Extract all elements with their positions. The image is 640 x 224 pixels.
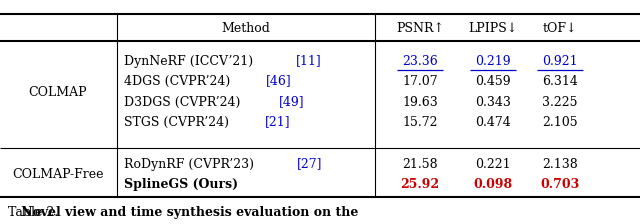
Text: 0.474: 0.474 (475, 116, 511, 129)
Text: [49]: [49] (279, 95, 305, 108)
Text: PSNR↑: PSNR↑ (396, 22, 444, 34)
Text: Method: Method (221, 22, 271, 34)
Text: 2.105: 2.105 (542, 116, 578, 129)
Text: [21]: [21] (265, 116, 291, 129)
Text: 0.221: 0.221 (475, 157, 511, 170)
Text: 0.098: 0.098 (474, 177, 513, 190)
Text: [11]: [11] (296, 54, 321, 67)
Text: STGS (CVPR’24): STGS (CVPR’24) (124, 116, 233, 129)
Text: LPIPS↓: LPIPS↓ (468, 22, 518, 34)
Text: 15.72: 15.72 (403, 116, 438, 129)
Text: 25.92: 25.92 (401, 177, 440, 190)
Text: 6.314: 6.314 (542, 75, 578, 88)
Text: tOF↓: tOF↓ (543, 22, 577, 34)
Text: 17.07: 17.07 (402, 75, 438, 88)
Text: 0.703: 0.703 (540, 177, 580, 190)
Text: 0.921: 0.921 (542, 54, 578, 67)
Text: 0.219: 0.219 (475, 54, 511, 67)
Text: COLMAP: COLMAP (29, 86, 87, 99)
Text: RoDynRF (CVPR’23): RoDynRF (CVPR’23) (124, 157, 258, 170)
Text: D3DGS (CVPR’24): D3DGS (CVPR’24) (124, 95, 244, 108)
Text: 0.459: 0.459 (475, 75, 511, 88)
Text: DynNeRF (ICCV’21): DynNeRF (ICCV’21) (124, 54, 257, 67)
Text: Table 2.: Table 2. (8, 205, 58, 218)
Text: 0.343: 0.343 (475, 95, 511, 108)
Text: 3.225: 3.225 (542, 95, 578, 108)
Text: 23.36: 23.36 (402, 54, 438, 67)
Text: Novel view and time synthesis evaluation on the: Novel view and time synthesis evaluation… (8, 205, 358, 218)
Text: 19.63: 19.63 (402, 95, 438, 108)
Text: [46]: [46] (266, 75, 292, 88)
Text: SplineGS (Ours): SplineGS (Ours) (124, 177, 238, 190)
Text: COLMAP-Free: COLMAP-Free (12, 168, 104, 181)
Text: [27]: [27] (297, 157, 323, 170)
Text: 21.58: 21.58 (402, 157, 438, 170)
Text: 2.138: 2.138 (542, 157, 578, 170)
Text: 4DGS (CVPR’24): 4DGS (CVPR’24) (124, 75, 234, 88)
